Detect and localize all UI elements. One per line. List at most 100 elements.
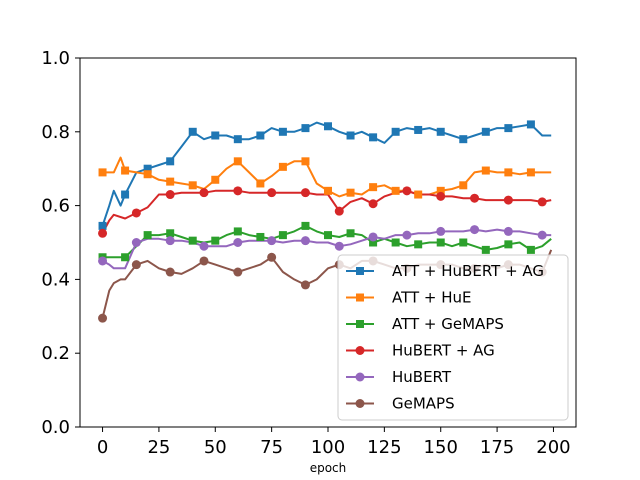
series-1-marker-15 (436, 186, 445, 195)
y-tick-label: 1.0 (41, 48, 70, 69)
series-line-0 (101, 121, 552, 227)
series-0-marker-17 (481, 127, 490, 136)
legend: ATT + HuBERT + AG ATT + HuE ATT + GeMAPS Hu… (337, 254, 569, 421)
y-axis: 0.0 0.2 0.4 0.6 0.8 1.0 (41, 48, 80, 438)
series-2-marker-5 (211, 236, 220, 245)
series-4-marker-2 (165, 236, 175, 246)
series-1-marker-5 (211, 175, 220, 184)
series-2-marker-4 (188, 236, 197, 245)
x-tick-label: 0 (97, 437, 108, 458)
plot-markers (98, 120, 547, 323)
x-tick-label: 50 (204, 437, 227, 458)
series-3-marker-6 (300, 188, 310, 198)
x-axis: 0 25 50 75 100 125 150 175 200 (97, 427, 571, 458)
series-2-marker-9 (301, 221, 310, 230)
series-4-marker-1 (131, 238, 141, 247)
series-3-marker-3 (199, 188, 209, 198)
y-tick-label: 0.2 (41, 343, 70, 364)
series-1-marker-12 (369, 183, 378, 192)
series-1-marker-6 (233, 157, 242, 166)
series-2-marker-15 (436, 238, 445, 247)
x-tick-label: 175 (480, 437, 514, 458)
series-0-marker-4 (188, 127, 197, 136)
series-1-marker-13 (391, 186, 400, 195)
series-1-marker-1 (121, 166, 130, 175)
legend-swatch-marker (356, 267, 364, 275)
series-2-marker-16 (459, 238, 468, 247)
series-4-marker-6 (300, 236, 310, 246)
series-2-marker-2 (143, 231, 152, 240)
series-3-marker-12 (503, 195, 513, 205)
series-3-marker-2 (165, 190, 175, 200)
series-1-marker-19 (526, 168, 535, 177)
series-2-marker-14 (414, 240, 423, 249)
legend-label: ATT + HuE (392, 289, 472, 307)
y-tick-label: 0.4 (41, 269, 70, 290)
series-4-marker-5 (267, 236, 277, 246)
series-3-marker-4 (233, 186, 243, 196)
series-3-marker-9 (402, 186, 412, 196)
series-0-marker-15 (436, 127, 445, 136)
legend-label: HuBERT + AG (392, 342, 495, 360)
series-1-marker-16 (459, 181, 468, 190)
legend-item: GeMAPS (346, 395, 455, 413)
series-2-marker-12 (369, 238, 378, 247)
legend-swatch-marker (356, 293, 364, 302)
legend-label: ATT + GeMAPS (392, 315, 504, 333)
series-4-marker-13 (537, 230, 547, 240)
x-tick-label: 150 (424, 437, 458, 458)
series-2-marker-8 (278, 231, 287, 240)
legend-item: ATT + GeMAPS (346, 315, 504, 333)
legend-swatch-marker (355, 372, 365, 382)
legend-swatch-marker (356, 320, 364, 328)
series-2-marker-13 (391, 238, 400, 247)
series-4-marker-4 (233, 238, 243, 247)
series-1-marker-18 (504, 168, 513, 177)
x-tick-label: 200 (536, 437, 570, 458)
series-0-marker-11 (346, 131, 355, 140)
legend-item: HuBERT + AG (346, 342, 495, 360)
series-3-marker-13 (537, 197, 547, 207)
series-4-marker-0 (98, 256, 108, 266)
series-4-marker-9 (402, 230, 412, 240)
legend-label: ATT + HuBERT + AG (392, 262, 544, 280)
series-0-marker-10 (324, 122, 332, 131)
series-1-marker-3 (166, 177, 175, 186)
x-tick-label: 75 (260, 437, 283, 458)
series-0-marker-6 (233, 135, 242, 144)
series-0-marker-2 (143, 164, 152, 173)
series-0-marker-18 (504, 124, 513, 133)
legend-swatch-marker (355, 346, 365, 355)
legend-box (337, 254, 569, 421)
series-5-marker-0 (98, 313, 108, 323)
series-4-marker-10 (436, 226, 446, 236)
series-3-marker-8 (368, 199, 378, 209)
series-0-marker-14 (414, 125, 423, 134)
series-0-marker-3 (166, 157, 175, 166)
series-0-marker-16 (459, 135, 468, 144)
series-5-marker-4 (233, 267, 243, 277)
series-0-marker-9 (301, 124, 310, 133)
series-2-marker-10 (324, 231, 332, 240)
series-2-marker-1 (121, 253, 130, 262)
series-0-marker-12 (369, 133, 378, 142)
series-1-marker-4 (188, 181, 197, 190)
series-4-marker-8 (368, 232, 378, 242)
legend-item: ATT + HuE (346, 289, 472, 307)
series-1-marker-8 (278, 162, 287, 171)
series-3-marker-5 (267, 188, 277, 198)
series-2-marker-3 (166, 229, 175, 238)
series-5-marker-5 (267, 252, 277, 262)
series-2-marker-11 (346, 229, 355, 238)
series-3-marker-7 (334, 206, 344, 216)
x-tick-label: 25 (147, 437, 170, 458)
series-0-marker-7 (256, 131, 265, 140)
series-4-marker-3 (199, 241, 209, 251)
series-2-marker-7 (256, 232, 265, 241)
series-1-marker-0 (98, 168, 107, 177)
legend-label: HuBERT (392, 368, 452, 386)
series-1-marker-11 (346, 188, 355, 197)
series-4-marker-11 (470, 225, 480, 235)
